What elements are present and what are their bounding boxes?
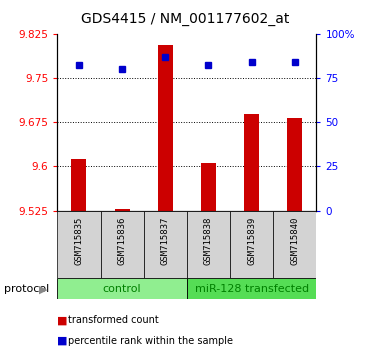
- Bar: [230, 211, 273, 278]
- Bar: [101, 211, 144, 278]
- Bar: [187, 211, 230, 278]
- Bar: [115, 210, 130, 211]
- Bar: [158, 45, 173, 211]
- Text: transformed count: transformed count: [68, 315, 159, 325]
- Text: GSM715837: GSM715837: [161, 217, 170, 265]
- Text: ■: ■: [57, 315, 68, 325]
- Text: GDS4415 / NM_001177602_at: GDS4415 / NM_001177602_at: [81, 12, 289, 27]
- Text: ▶: ▶: [40, 284, 48, 294]
- Bar: [57, 211, 101, 278]
- Text: GSM715840: GSM715840: [290, 217, 299, 265]
- Text: GSM715838: GSM715838: [204, 217, 213, 265]
- Bar: [244, 114, 259, 211]
- Text: ■: ■: [57, 336, 68, 346]
- Text: GSM715835: GSM715835: [74, 217, 83, 265]
- Text: miR-128 transfected: miR-128 transfected: [195, 284, 309, 293]
- Text: protocol: protocol: [4, 284, 49, 294]
- Bar: [187, 278, 316, 299]
- Bar: [71, 159, 87, 211]
- Text: GSM715836: GSM715836: [118, 217, 127, 265]
- Bar: [57, 278, 187, 299]
- Text: GSM715839: GSM715839: [247, 217, 256, 265]
- Text: control: control: [103, 284, 141, 293]
- Bar: [201, 164, 216, 211]
- Bar: [144, 211, 187, 278]
- Bar: [287, 118, 302, 211]
- Text: percentile rank within the sample: percentile rank within the sample: [68, 336, 233, 346]
- Bar: [273, 211, 316, 278]
